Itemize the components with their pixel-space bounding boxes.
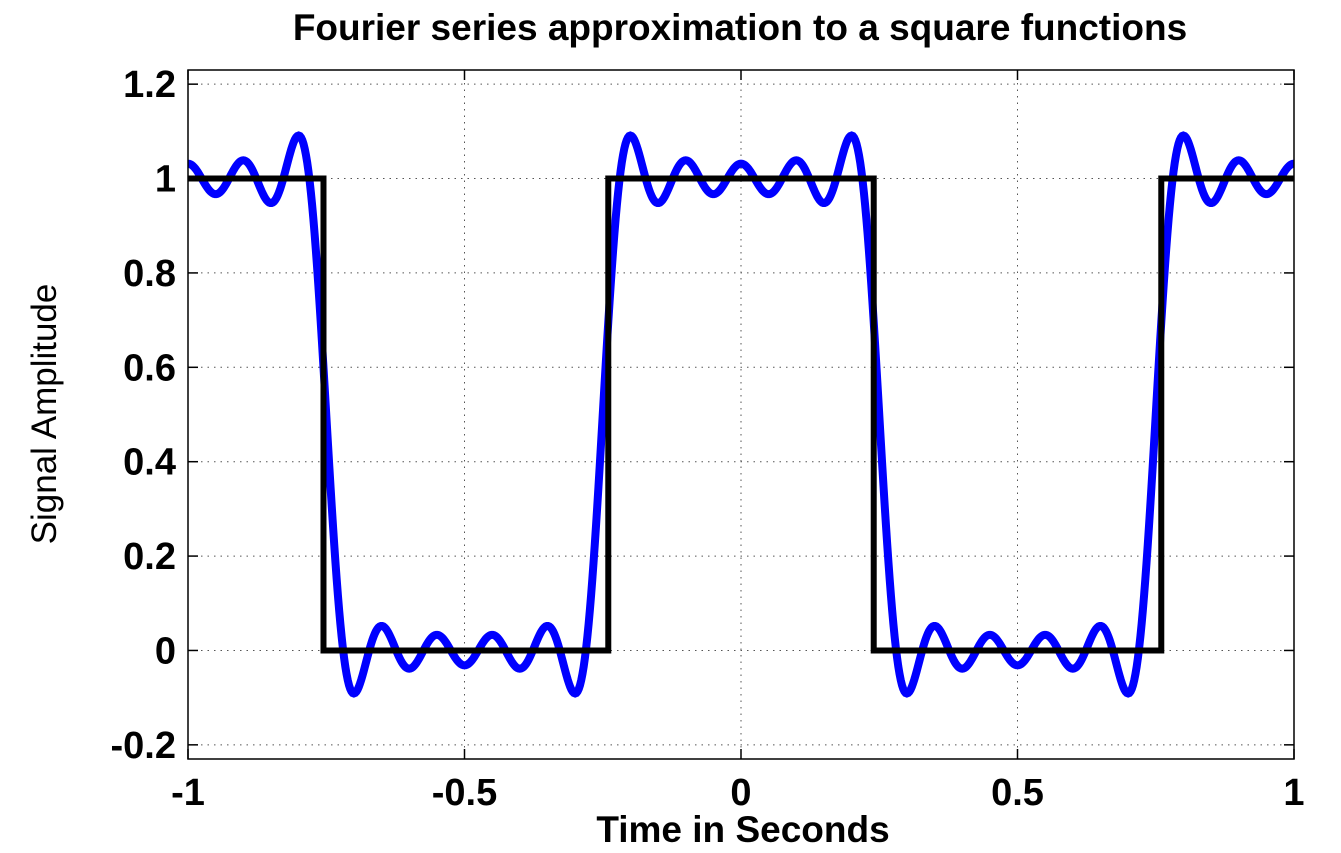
y-tick-label: 1.2	[123, 64, 176, 106]
x-tick-label: -1	[171, 772, 205, 814]
grid	[188, 70, 1294, 759]
y-tick-label: 0.6	[123, 347, 176, 389]
y-tick-label: 0.8	[123, 253, 176, 295]
ticks: -1 -0.5 0 0.5 1 -0.2 0 0.2 0.4 0.6 0.8 1 1.2	[111, 64, 1305, 814]
series-line-fourier	[187, 131, 1295, 698]
x-axis-label: Time in Seconds	[596, 809, 889, 848]
x-tick-label: 1	[1283, 772, 1304, 814]
y-tick-label: 0.2	[123, 536, 176, 578]
x-tick-label: -0.5	[432, 772, 497, 814]
chart-title: Fourier series approximation to a square…	[293, 7, 1187, 48]
y-tick-label: 1	[155, 159, 176, 201]
y-tick-label: -0.2	[111, 725, 176, 767]
y-tick-label: 0.4	[123, 442, 176, 484]
series-line-square	[188, 175, 1294, 654]
y-axis-label: Signal Amplitude	[25, 284, 64, 545]
y-tick-label: 0	[155, 630, 176, 672]
x-tick-label: 0.5	[991, 772, 1044, 814]
x-tick-label: 0	[730, 772, 751, 814]
series-layer	[187, 131, 1295, 698]
